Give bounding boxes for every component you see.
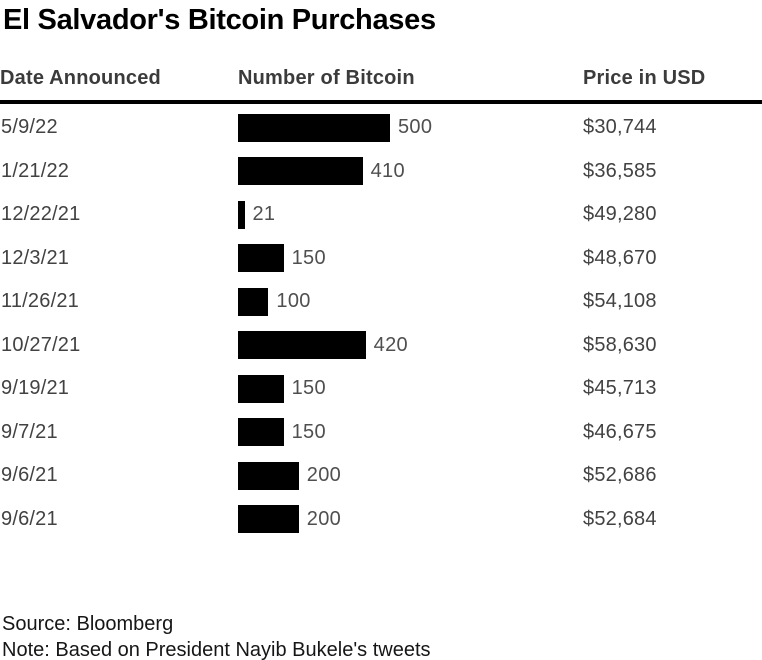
date-cell: 10/27/21: [1, 333, 81, 356]
table-row: 12/3/21 150 $48,670: [0, 237, 762, 281]
btc-value-label: 200: [306, 507, 342, 530]
table-row: 1/21/22 410 $36,585: [0, 150, 762, 194]
table-row: 5/9/22 500 $30,744: [0, 106, 762, 150]
date-cell: 9/19/21: [1, 377, 70, 400]
bar-cell: 150: [238, 418, 583, 447]
btc-bar: [238, 374, 284, 403]
btc-value-label: 21: [252, 203, 276, 226]
date-cell: 5/9/22: [1, 116, 58, 139]
date-cell: 11/26/21: [1, 290, 79, 313]
column-header-date: Date Announced: [0, 67, 161, 89]
btc-bar: [238, 287, 269, 316]
btc-value-label: 150: [291, 420, 326, 443]
table-row: 11/26/21 100 $54,108: [0, 280, 762, 324]
table-row: 9/6/21 200 $52,686: [0, 454, 762, 498]
bar-cell: 21: [238, 200, 583, 229]
footer: Source: Bloomberg Note: Based on Preside…: [2, 611, 431, 660]
btc-bar: [238, 418, 284, 447]
price-cell: $58,630: [583, 333, 657, 356]
bar-cell: 200: [238, 505, 583, 534]
table-body: 5/9/22 500 $30,744 1/21/22 410 $36,585 12/22/2…: [0, 106, 762, 541]
price-cell: $46,675: [583, 420, 657, 443]
btc-value-label: 200: [306, 464, 342, 487]
btc-value-label: 150: [291, 246, 326, 269]
bar-cell: 500: [238, 113, 583, 142]
date-cell: 1/21/22: [1, 159, 70, 182]
bar-cell: 150: [238, 244, 583, 273]
date-cell: 12/3/21: [1, 246, 70, 269]
table-row: 12/22/21 21 $49,280: [0, 193, 762, 237]
column-headers: Date Announced Number of Bitcoin Price i…: [0, 67, 762, 90]
bar-cell: 100: [238, 287, 583, 316]
btc-bar: [238, 244, 284, 273]
btc-bar: [238, 505, 299, 534]
table-row: 9/7/21 150 $46,675: [0, 411, 762, 455]
price-cell: $48,670: [583, 246, 657, 269]
btc-value-label: 410: [370, 159, 405, 182]
price-cell: $36,585: [583, 159, 657, 182]
btc-value-label: 420: [373, 333, 408, 356]
page-title: El Salvador's Bitcoin Purchases: [3, 4, 436, 36]
table-row: 9/6/21 200 $52,684: [0, 498, 762, 542]
column-header-btc: Number of Bitcoin: [238, 67, 415, 89]
bar-cell: 200: [238, 461, 583, 490]
table-row: 10/27/21 420 $58,630: [0, 324, 762, 368]
btc-bar: [238, 331, 366, 360]
price-cell: $49,280: [583, 203, 657, 226]
header-rule: [0, 100, 762, 104]
date-cell: 9/6/21: [1, 507, 58, 530]
bar-cell: 410: [238, 157, 583, 186]
price-cell: $52,684: [583, 507, 657, 530]
btc-bar: [238, 461, 299, 490]
btc-value-label: 150: [291, 377, 326, 400]
btc-bar: [238, 157, 363, 186]
date-cell: 9/6/21: [1, 464, 58, 487]
bar-cell: 420: [238, 331, 583, 360]
price-cell: $30,744: [583, 116, 657, 139]
btc-value-label: 100: [276, 290, 311, 313]
btc-value-label: 500: [398, 116, 433, 139]
btc-bar: [238, 113, 390, 142]
btc-bar: [238, 200, 245, 229]
price-cell: $54,108: [583, 290, 657, 313]
table-row: 9/19/21 150 $45,713: [0, 367, 762, 411]
column-header-price: Price in USD: [583, 67, 706, 89]
price-cell: $52,686: [583, 464, 657, 487]
bar-cell: 150: [238, 374, 583, 403]
note-text: Note: Based on President Nayib Bukele's …: [2, 639, 431, 660]
date-cell: 9/7/21: [1, 420, 58, 443]
date-cell: 12/22/21: [1, 203, 81, 226]
price-cell: $45,713: [583, 377, 657, 400]
source-text: Source: Bloomberg: [2, 613, 174, 635]
